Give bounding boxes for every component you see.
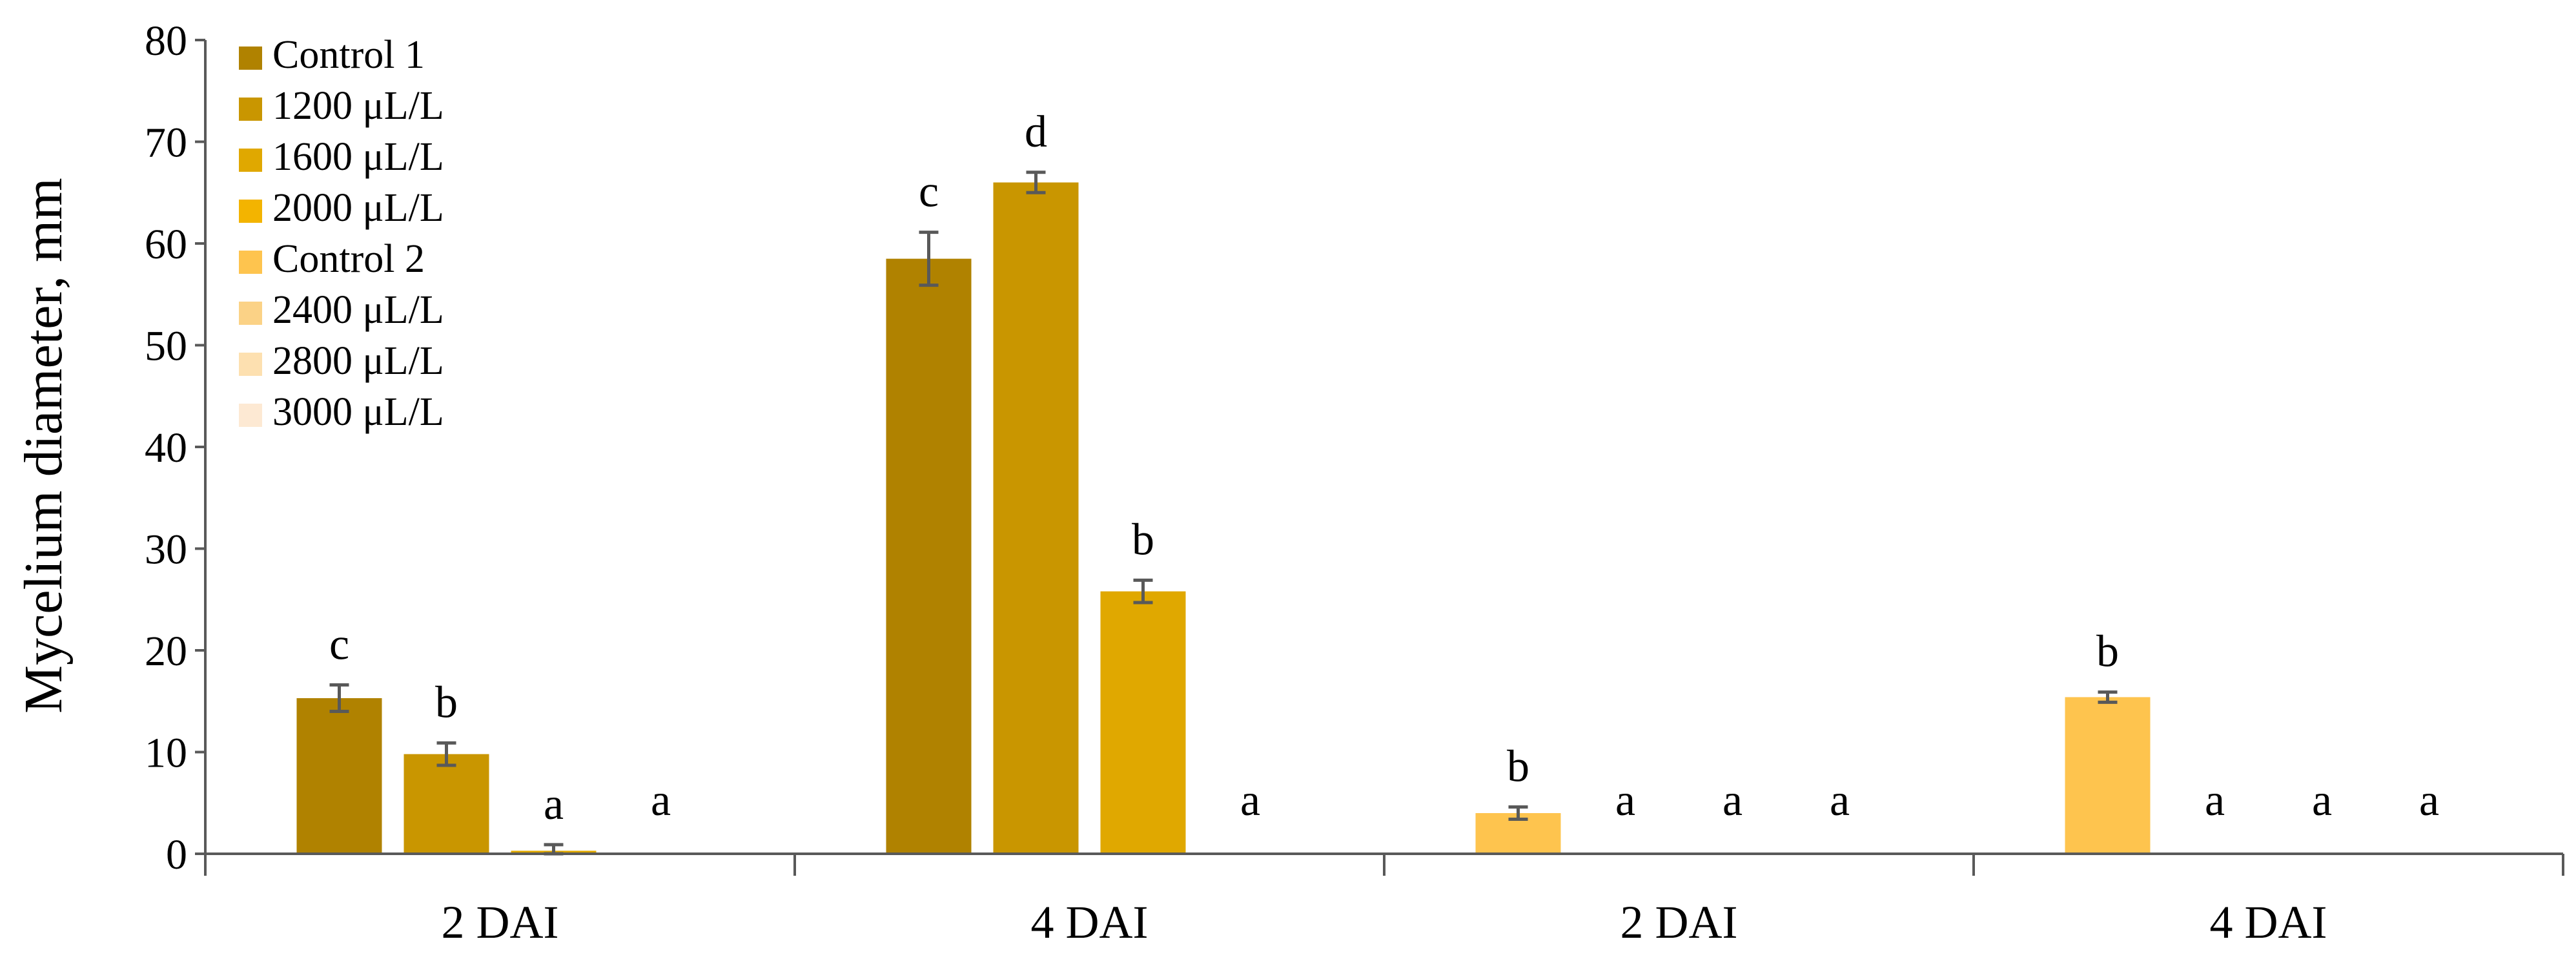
x-category-label: 4 DAI [2210, 896, 2327, 948]
y-tick-label: 60 [145, 221, 187, 268]
x-axis-category-labels: 2 DAI 4 DAI 2 DAI 4 DAI [442, 896, 2327, 948]
legend-swatch [239, 200, 262, 223]
significance-letter: a [1830, 776, 1850, 825]
error-bars-layer [329, 170, 2118, 856]
y-tick-label: 40 [145, 424, 187, 471]
significance-letter: a [544, 780, 564, 829]
legend-swatch [239, 149, 262, 172]
bar [993, 182, 1079, 854]
y-tick-label: 10 [145, 730, 187, 777]
legend-swatch [239, 404, 262, 427]
legend-swatch [239, 98, 262, 121]
significance-letter: a [1722, 776, 1743, 825]
y-tick-label: 30 [145, 526, 187, 574]
bars-layer [296, 182, 2151, 854]
legend-entry-label: Control 1 [272, 33, 425, 77]
legend-entry-label: 2400 μL/L [272, 288, 444, 332]
significance-letter: b [1132, 515, 1154, 564]
legend-entry-label: 2800 μL/L [272, 339, 444, 383]
y-tick-label: 50 [145, 323, 187, 370]
y-tick-label: 20 [145, 628, 187, 675]
x-category-label: 4 DAI [1031, 896, 1149, 948]
bar [1100, 591, 1186, 854]
significance-letter: b [435, 677, 458, 727]
significance-letter: c [329, 620, 349, 670]
legend-entry-label: 3000 μL/L [272, 390, 444, 434]
significance-letter: d [1025, 107, 1047, 157]
bar [404, 754, 489, 854]
significance-letter: a [2312, 776, 2332, 825]
x-category-label: 2 DAI [1620, 896, 1738, 948]
legend-swatch [239, 251, 262, 274]
bar [2065, 697, 2151, 854]
significance-letter: a [2419, 776, 2439, 825]
legend-swatch [239, 46, 262, 70]
legend-entry-label: Control 2 [272, 237, 425, 281]
y-tick-label: 70 [145, 119, 187, 167]
significance-letter: b [2096, 627, 2119, 677]
x-category-label: 2 DAI [442, 896, 559, 948]
significance-letter: a [2205, 776, 2225, 825]
significance-letter: c [919, 167, 939, 217]
significance-letter: b [1507, 742, 1529, 792]
bar [296, 698, 382, 854]
axes-layer [204, 40, 2564, 876]
legend-entry-label: 1200 μL/L [272, 84, 444, 128]
y-tick-label: 80 [145, 17, 187, 65]
legend-entry-label: 2000 μL/L [272, 186, 444, 230]
legend: Control 1 1200 μL/L 1600 μL/L 2000 μL/L Cont… [239, 33, 444, 434]
y-tick-label: 0 [166, 831, 187, 878]
significance-letter: a [1615, 776, 1635, 825]
legend-swatch [239, 302, 262, 325]
bar [886, 258, 972, 854]
significance-letters-layer: c b a a c d b a b a a a b a a a [329, 107, 2439, 829]
significance-letter: a [1240, 776, 1260, 825]
legend-swatch [239, 353, 262, 376]
significance-letter: a [651, 776, 671, 825]
legend-entry-label: 1600 μL/L [272, 135, 444, 179]
y-axis-title: Mycelium diameter, mm [14, 178, 74, 713]
y-axis-ticks: 0 10 20 30 40 50 60 70 80 [145, 17, 205, 878]
